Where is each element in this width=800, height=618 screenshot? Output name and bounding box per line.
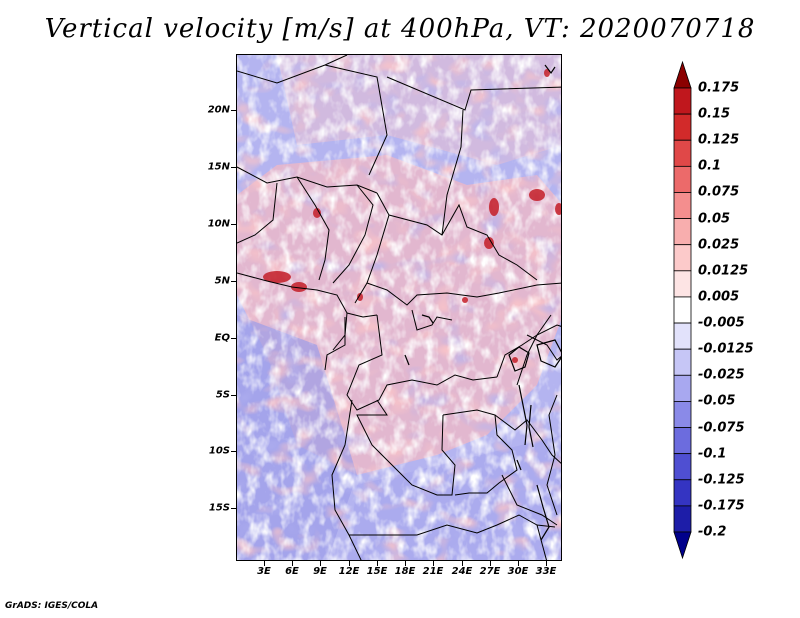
strong-updraft-cells [263,69,561,363]
colorbar-arrow-top [673,60,692,89]
lat-label: 5S [215,389,230,401]
colorbar-box [673,192,692,219]
lat-tick [231,395,236,396]
lat-tick [231,508,236,509]
lon-tick [320,561,321,566]
colorbar-label: 0.075 [698,184,740,200]
colorbar-box [673,244,692,272]
lat-label: 5N [214,275,230,287]
lon-label: 9E [313,566,327,577]
lat-label: 10S [208,445,230,457]
colorbar-box [673,348,692,376]
lon-label: 6E [285,566,299,577]
lon-tick [518,561,519,566]
colorbar-label: -0.2 [698,524,727,540]
colorbar-label: -0.005 [698,315,745,331]
colorbar-box [673,322,692,350]
colorbar-label: 0.125 [698,132,740,148]
colorbar-box [673,139,692,167]
lon-tick [349,561,350,566]
lon-tick [462,561,463,566]
colorbar-label: 0.05 [698,211,731,227]
colorbar-arrow-bottom [673,531,692,560]
colorbar-label: -0.05 [698,393,736,409]
colorbar-label: 0.025 [698,237,740,253]
map-panel [236,54,562,561]
colorbar-label: -0.025 [698,367,745,383]
colorbar-box [673,374,692,402]
colorbar-box [673,453,692,481]
lat-tick [231,451,236,452]
colorbar [673,60,692,560]
lon-tick [264,561,265,566]
chart-title: Vertical velocity [m/s] at 400hPa, VT: 2… [44,14,756,44]
lat-tick [231,338,236,339]
lat-tick [231,167,236,168]
lon-label: 30E [507,566,529,577]
lat-tick [231,110,236,111]
lat-label: 15S [208,502,230,514]
colorbar-box [673,270,692,298]
lon-label: 3E [257,566,271,577]
colorbar-label: 0.0125 [698,263,749,279]
lon-label: 33E [535,566,557,577]
colorbar-box [673,113,692,141]
white-streaks [237,55,561,560]
lat-tick [231,224,236,225]
lon-tick [546,561,547,566]
lakes [404,64,561,541]
colorbar-label: -0.175 [698,498,745,514]
colorbar-label: 0.005 [698,289,740,305]
colorbar-box [673,218,692,246]
lon-label: 24E [451,566,473,577]
lon-label: 18E [394,566,416,577]
lon-label: 27E [479,566,501,577]
lon-tick [490,561,491,566]
colorbar-box [673,427,692,455]
lat-tick [231,281,236,282]
lon-tick [433,561,434,566]
colorbar-box [673,479,692,507]
lon-tick [292,561,293,566]
colorbar-box [673,401,692,428]
lon-tick [405,561,406,566]
colorbar-box [673,87,692,115]
colorbar-box [673,296,692,324]
lon-label: 21E [422,566,444,577]
colorbar-label: 0.175 [698,80,740,96]
lat-label: 15N [207,161,230,173]
credit-text: GrADS: IGES/COLA [5,601,99,611]
lat-label: 10N [207,218,230,230]
colorbar-label: 0.15 [698,106,731,122]
colorbar-label: 0.1 [698,158,722,174]
lon-label: 15E [366,566,388,577]
colorbar-label: -0.0125 [698,341,754,357]
colorbar-box [673,165,692,193]
vertical-velocity-field [237,55,561,560]
lon-tick [377,561,378,566]
lat-label: EQ [214,332,230,344]
country-borders [237,55,561,560]
colorbar-box [673,505,692,533]
lat-label: 20N [207,104,230,116]
colorbar-label: -0.075 [698,420,745,436]
colorbar-label: -0.125 [698,472,745,488]
lon-label: 12E [338,566,360,577]
colorbar-label: -0.1 [698,446,727,462]
